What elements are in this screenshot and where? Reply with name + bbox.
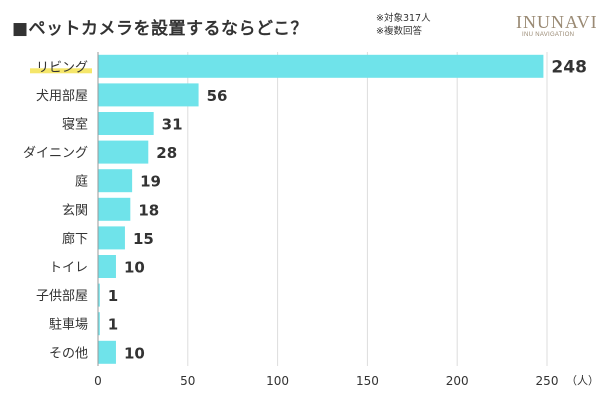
bar — [98, 312, 100, 336]
value-label: 1 — [108, 316, 118, 334]
bar — [98, 226, 125, 250]
category-label: 駐車場 — [49, 318, 88, 333]
bar — [98, 54, 544, 78]
value-label: 10 — [124, 259, 145, 277]
x-tick-label: 0 — [94, 374, 102, 388]
value-label: 31 — [162, 116, 183, 134]
brand-tagline: INU NAVIGATION — [522, 32, 575, 38]
x-tick-label: 50 — [180, 374, 195, 388]
bar — [98, 112, 154, 135]
respondents-note: ※対象317人 — [376, 13, 431, 24]
value-label: 15 — [133, 230, 154, 248]
category-label: 寝室 — [62, 117, 88, 133]
category-label: 玄関 — [62, 203, 88, 218]
bar — [98, 140, 149, 164]
category-label: 廊下 — [62, 231, 88, 247]
value-label: 18 — [138, 201, 159, 219]
bar — [98, 283, 100, 307]
category-label: 庭 — [75, 174, 88, 190]
brand-logo: INUNAVI INU NAVIGATION — [516, 12, 600, 38]
chart-title: ■ペットカメラを設置するならどこ？ — [12, 19, 309, 39]
x-tick-label: 200 — [446, 374, 469, 388]
category-label: 犬用部屋 — [36, 89, 88, 104]
x-tick-label: 250 — [536, 374, 559, 388]
x-tick-label: 150 — [356, 374, 379, 388]
value-label: 56 — [207, 87, 228, 105]
category-label: その他 — [49, 346, 88, 361]
x-axis-unit: （人） — [566, 374, 599, 387]
value-label: 19 — [140, 173, 161, 191]
bar — [98, 340, 116, 364]
category-highlight — [30, 68, 92, 74]
value-label: 10 — [124, 344, 145, 362]
bar — [98, 83, 199, 107]
survey-notes: ※対象317人 ※複数回答 — [376, 12, 431, 38]
value-label: 248 — [551, 57, 587, 77]
brand-name: INUNAVI — [516, 12, 598, 32]
value-label: 1 — [108, 287, 118, 305]
bar — [98, 197, 131, 221]
category-label: リビング — [36, 60, 88, 75]
category-label: トイレ — [49, 261, 88, 276]
x-tick-label: 100 — [266, 374, 289, 388]
category-label: ダイニング — [23, 146, 88, 161]
bar — [98, 255, 116, 278]
multiple-answer-note: ※複数回答 — [376, 26, 422, 37]
value-label: 28 — [156, 144, 177, 162]
category-label: 子供部屋 — [36, 289, 88, 304]
bar — [98, 169, 133, 193]
